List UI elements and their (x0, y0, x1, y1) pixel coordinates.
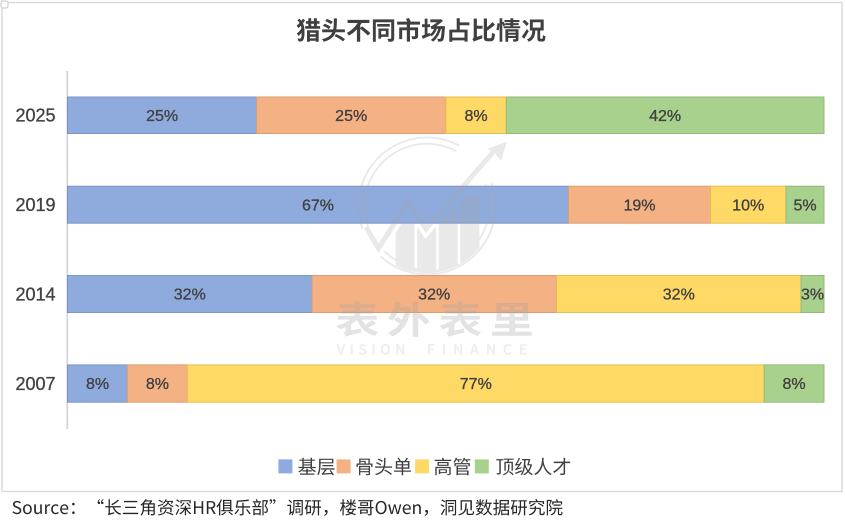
svg-text:32%: 32% (663, 287, 695, 304)
svg-text:25%: 25% (146, 108, 178, 125)
svg-text:2019: 2019 (15, 195, 55, 215)
svg-text:25%: 25% (335, 108, 367, 125)
svg-text:3%: 3% (801, 287, 824, 304)
svg-text:2025: 2025 (15, 106, 55, 126)
svg-text:10%: 10% (732, 197, 764, 214)
svg-text:2014: 2014 (15, 284, 55, 304)
svg-text:8%: 8% (86, 376, 109, 393)
svg-text:5%: 5% (793, 197, 816, 214)
svg-text:42%: 42% (649, 108, 681, 125)
svg-text:2007: 2007 (15, 374, 55, 394)
svg-text:77%: 77% (460, 376, 492, 393)
svg-text:8%: 8% (783, 376, 806, 393)
svg-text:19%: 19% (623, 197, 655, 214)
svg-text:8%: 8% (465, 108, 488, 125)
svg-text:32%: 32% (418, 287, 450, 304)
svg-text:67%: 67% (302, 197, 334, 214)
svg-text:8%: 8% (146, 376, 169, 393)
svg-text:32%: 32% (174, 287, 206, 304)
